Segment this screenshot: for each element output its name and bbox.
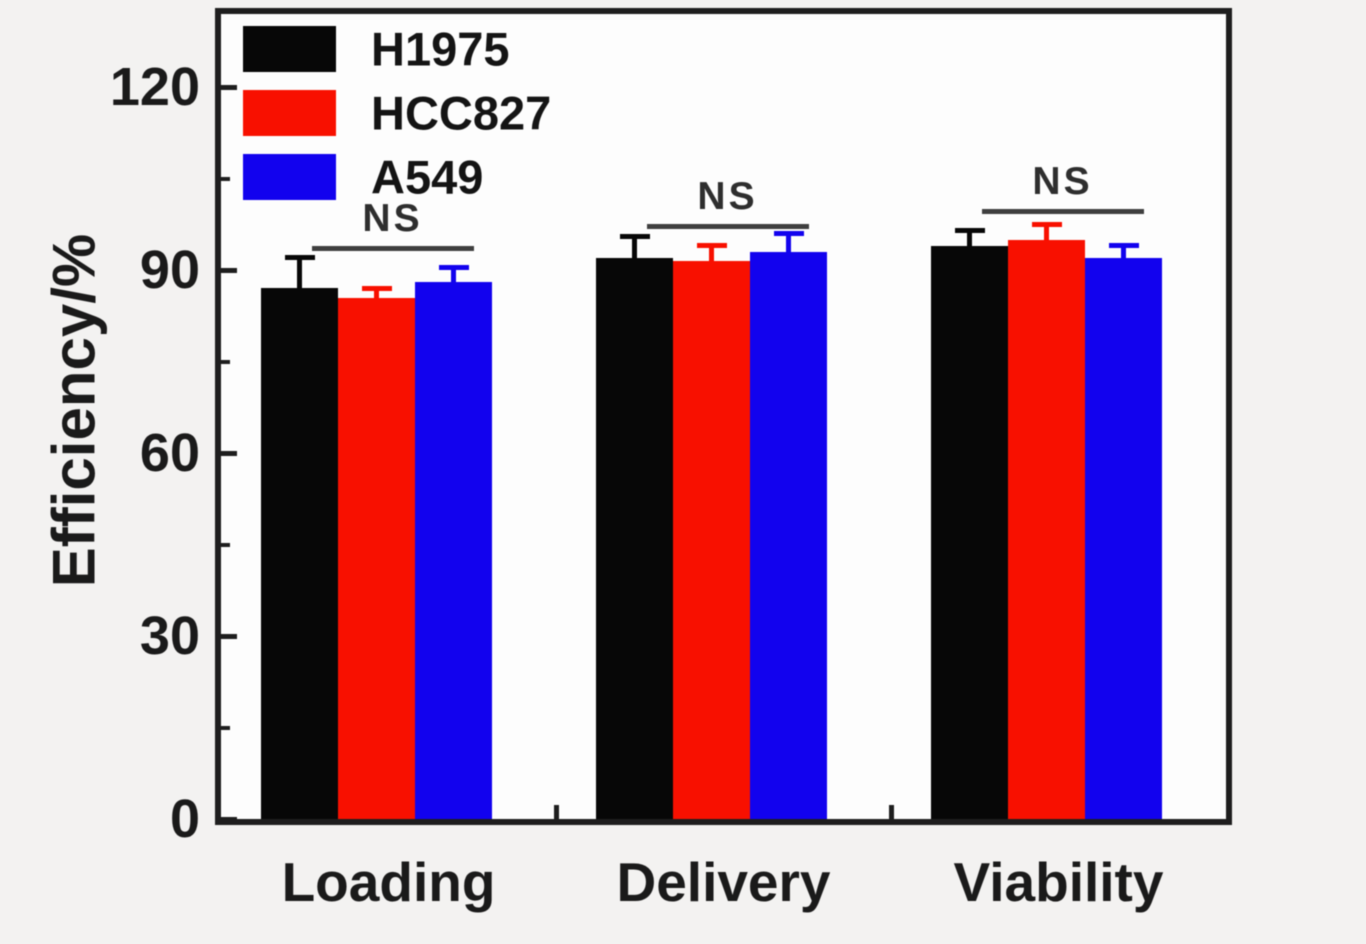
legend-item-hcc827: HCC827 xyxy=(243,86,563,140)
ns-line xyxy=(646,224,809,230)
y-tick-label-60: 60 xyxy=(139,423,200,484)
y-tick-label-0: 0 xyxy=(169,789,200,849)
y-minor-tick xyxy=(221,542,230,547)
legend-label-h1975: H1975 xyxy=(371,22,510,76)
plot-area: NS NS NS H1975 HCC827 A549 xyxy=(221,14,1226,822)
ns-label: NS xyxy=(1032,160,1093,204)
error-bar-stem xyxy=(1044,224,1049,255)
legend-swatch-a549 xyxy=(243,154,336,200)
y-major-tick xyxy=(221,816,237,822)
x-minor-tick xyxy=(888,805,894,819)
legend-swatch-hcc827 xyxy=(243,90,336,136)
error-bar-stem xyxy=(786,233,791,267)
x-category-label-loading: Loading xyxy=(281,851,496,913)
error-bar-cap xyxy=(773,231,804,237)
x-category-label-delivery: Delivery xyxy=(616,851,831,913)
legend-item-a549: A549 xyxy=(243,150,563,204)
y-major-tick xyxy=(221,267,237,273)
ns-line xyxy=(981,209,1144,215)
x-category-label-viability: Viability xyxy=(953,851,1164,913)
y-tick-label-90: 90 xyxy=(139,240,200,301)
y-minor-tick xyxy=(221,359,230,364)
y-major-tick xyxy=(221,84,237,90)
y-minor-tick xyxy=(221,725,230,730)
bar-a549-delivery xyxy=(750,251,827,819)
x-minor-tick xyxy=(553,805,559,819)
error-bar-cap xyxy=(619,234,650,240)
error-bar-stem xyxy=(709,245,714,276)
bar-a549-viability xyxy=(1085,257,1162,819)
ns-line xyxy=(311,245,474,251)
error-bar-stem xyxy=(1121,245,1126,273)
error-bar-cap xyxy=(696,243,727,249)
error-bar-cap xyxy=(284,255,315,261)
error-bar-cap xyxy=(438,264,469,270)
error-bar-stem xyxy=(451,267,456,298)
y-tick-label-30: 30 xyxy=(139,606,200,667)
error-bar-stem xyxy=(297,257,302,304)
ns-label: NS xyxy=(697,175,758,219)
bar-h1975-loading xyxy=(261,288,338,819)
y-tick-label-120: 120 xyxy=(109,57,200,118)
legend-label-hcc827: HCC827 xyxy=(371,86,552,140)
bar-hcc827-viability xyxy=(1008,239,1085,819)
error-bar-cap xyxy=(361,285,392,291)
bar-hcc827-loading xyxy=(338,297,415,819)
y-minor-tick xyxy=(221,176,230,181)
bar-h1975-viability xyxy=(931,245,1008,819)
legend-swatch-h1975 xyxy=(243,26,336,72)
bar-a549-loading xyxy=(415,282,492,819)
legend-item-h1975: H1975 xyxy=(243,22,563,76)
error-bar-stem xyxy=(967,230,972,261)
legend-label-a549: A549 xyxy=(371,150,484,204)
bar-h1975-delivery xyxy=(596,257,673,819)
error-bar-stem xyxy=(374,288,379,313)
error-bar-stem xyxy=(632,236,637,273)
ns-label: NS xyxy=(362,196,423,240)
y-major-tick xyxy=(221,633,237,639)
y-major-tick xyxy=(221,450,237,456)
error-bar-cap xyxy=(1031,221,1062,227)
error-bar-cap xyxy=(954,227,985,233)
bar-hcc827-delivery xyxy=(673,261,750,819)
error-bar-cap xyxy=(1108,243,1139,249)
